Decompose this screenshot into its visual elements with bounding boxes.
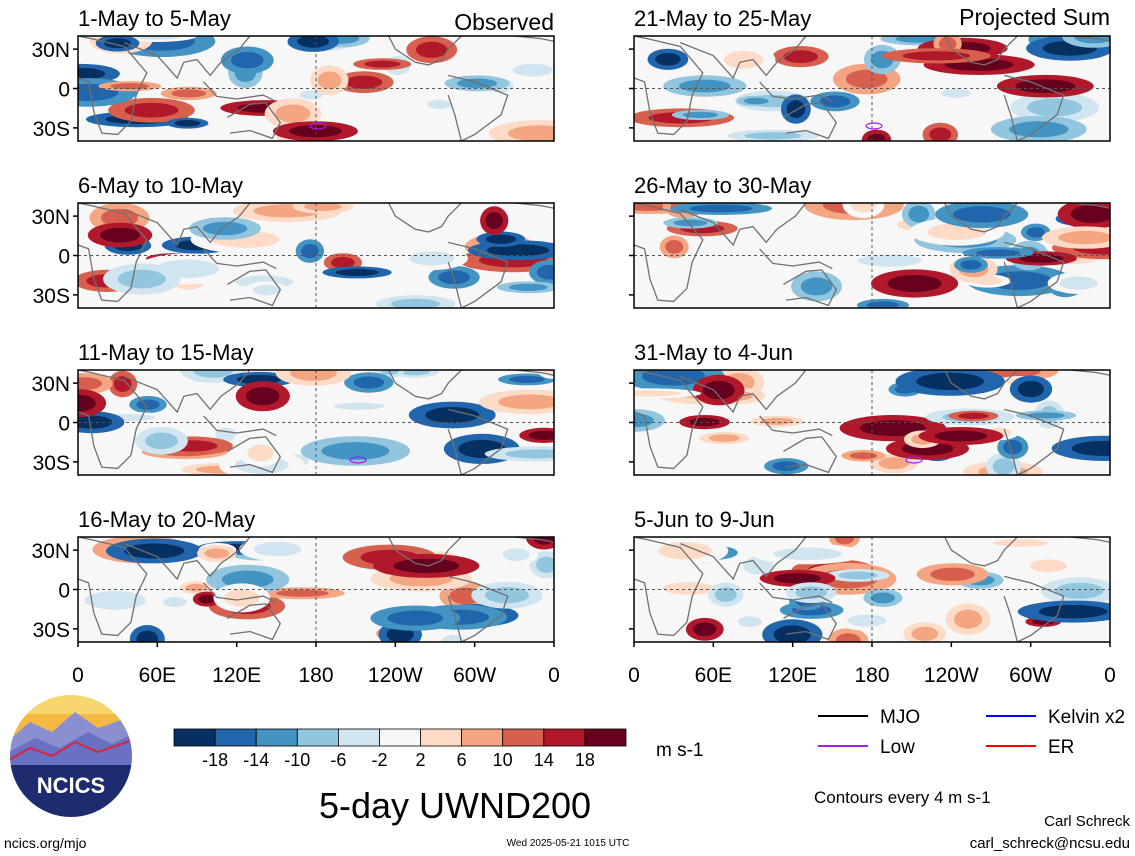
lon-label: 0 <box>628 664 640 687</box>
legend-label: MJO <box>880 707 920 728</box>
map-panel-left-1: 1-May to 5-May <box>73 6 555 142</box>
colorbar-swatch <box>543 728 586 747</box>
map-panel-right-2: 26-May to 30-May <box>629 173 1111 309</box>
legend-label: Kelvin x2 <box>1048 707 1125 728</box>
panel-title: 21-May to 25-May <box>634 6 811 31</box>
lat-label: 0 <box>58 580 70 603</box>
panel-title: 11-May to 15-May <box>78 340 254 365</box>
panel-title: 26-May to 30-May <box>634 173 811 198</box>
timestamp: Wed 2025-05-21 1015 UTC <box>507 838 630 849</box>
colorbar-units: m s-1 <box>656 740 704 761</box>
legend-label: Low <box>880 737 915 758</box>
projected-panels: 21-May to 25-May 26-May to 30-May 31-May t… <box>629 6 1111 643</box>
colorbar-swatch <box>337 728 380 747</box>
colorbar-label: 6 <box>457 750 467 770</box>
colorbar <box>173 728 627 747</box>
map-panel-left-2: 6-May to 10-May <box>73 173 555 309</box>
lat-label: 30N <box>31 206 70 229</box>
colorbar-labels: -18 -14 -10 -6 -2 2 6 10 14 18 <box>202 750 595 770</box>
colorbar-label: 10 <box>493 750 513 770</box>
colorbar-swatch <box>379 728 421 747</box>
lon-label: 120W <box>368 664 423 687</box>
colorbar-swatch <box>173 728 216 747</box>
longitude-labels-right: 0 60E 120E 180 120W 60W 0 <box>628 642 1116 687</box>
source-url: ncics.org/mjo <box>4 835 87 851</box>
longitude-labels-left: 0 60E 120E 180 120W 60W 0 <box>72 642 560 687</box>
lat-label: 30N <box>31 373 70 396</box>
lat-label: 30N <box>31 540 70 563</box>
lon-label: 60E <box>695 664 732 687</box>
colorbar-swatch <box>296 728 339 747</box>
colorbar-label: -6 <box>330 750 346 770</box>
lon-label: 60W <box>1009 664 1052 687</box>
main-title: 5-day UWND200 <box>319 785 591 826</box>
panel-title: 31-May to 4-Jun <box>634 340 793 365</box>
map-panel-left-3: 11-May to 15-May <box>73 340 555 476</box>
map-panel-right-3: 31-May to 4-Jun <box>629 340 1111 476</box>
panel-title: 5-Jun to 9-Jun <box>634 507 775 532</box>
colorbar-swatch <box>461 728 504 747</box>
colorbar-label: -10 <box>284 750 310 770</box>
colorbar-swatch <box>502 728 545 747</box>
contours-note: Contours every 4 m s-1 <box>814 788 991 807</box>
lon-label: 0 <box>72 664 84 687</box>
lat-label: 30S <box>33 118 70 141</box>
lon-label: 180 <box>298 664 333 687</box>
lon-label: 120E <box>768 664 817 687</box>
lat-label: 30S <box>33 619 70 642</box>
lon-label: 60E <box>139 664 176 687</box>
colorbar-label: 2 <box>415 750 425 770</box>
lat-label: 30N <box>31 39 70 62</box>
colorbar-label: -14 <box>243 750 269 770</box>
panel-title: 6-May to 10-May <box>78 173 243 198</box>
contour-legend: MJO Kelvin x2 Low ER <box>818 707 1125 758</box>
colorbar-label: 14 <box>534 750 554 770</box>
observed-header: Observed <box>454 9 554 35</box>
lon-label: 120E <box>212 664 261 687</box>
projected-header: Projected Sum <box>959 4 1110 30</box>
ncics-logo: NCICS <box>8 693 134 819</box>
lat-label: 0 <box>58 79 70 102</box>
author-name: Carl Schreck <box>1044 813 1130 830</box>
legend-label: ER <box>1048 737 1074 758</box>
colorbar-swatch <box>420 728 462 747</box>
logo-text: NCICS <box>37 773 105 798</box>
observed-panels: 1-May to 5-May 6-May to 10-May 11-May to 1… <box>73 6 555 643</box>
map-panel-right-4: 5-Jun to 9-Jun <box>629 507 1111 643</box>
colorbar-label: -2 <box>371 750 387 770</box>
lat-label: 0 <box>58 246 70 269</box>
lon-label: 60W <box>453 664 496 687</box>
panel-title: 1-May to 5-May <box>78 6 231 31</box>
colorbar-label: 18 <box>575 750 595 770</box>
panel-title: 16-May to 20-May <box>78 507 255 532</box>
lat-label: 30S <box>33 285 70 308</box>
latitude-labels: 30N 0 30S 30N 0 30S 30N 0 30S 30N 0 30S <box>31 39 70 642</box>
lon-label: 120W <box>924 664 979 687</box>
lat-label: 0 <box>58 413 70 436</box>
colorbar-label: -18 <box>202 750 228 770</box>
lat-label: 30S <box>33 452 70 475</box>
lon-label: 0 <box>548 664 560 687</box>
colorbar-swatch <box>255 728 298 747</box>
lon-label: 0 <box>1104 664 1116 687</box>
author-email: carl_schreck@ncsu.edu <box>970 835 1130 852</box>
colorbar-swatch <box>584 728 627 747</box>
lon-label: 180 <box>854 664 889 687</box>
colorbar-swatch <box>214 728 257 747</box>
map-panel-right-1: 21-May to 25-May <box>629 6 1111 142</box>
map-panel-left-4: 16-May to 20-May <box>73 507 555 643</box>
